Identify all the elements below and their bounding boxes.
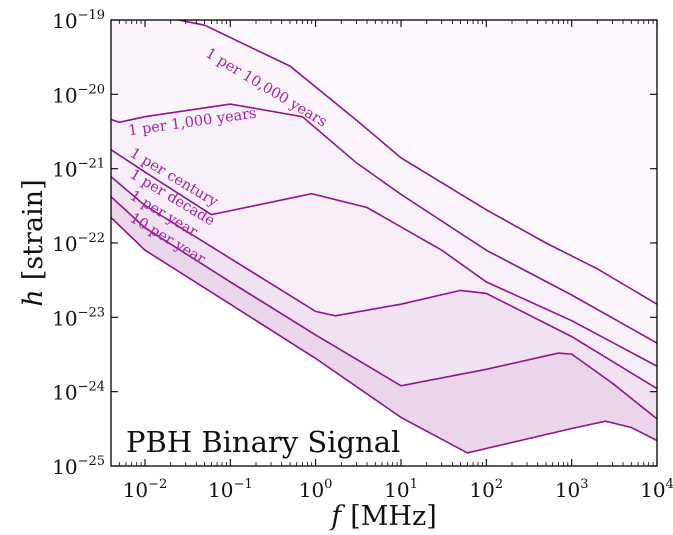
x-axis-variable: f bbox=[329, 501, 345, 532]
band-fill bbox=[111, 149, 657, 389]
band-fill bbox=[111, 196, 657, 453]
x-tick-label: 10−2 bbox=[123, 477, 168, 502]
y-axis-unit: [strain] bbox=[18, 179, 49, 280]
band-fill bbox=[111, 176, 657, 419]
x-tick-label: 104 bbox=[640, 477, 673, 502]
x-axis-label: f [MHz] bbox=[329, 501, 436, 532]
x-axis-unit: [MHz] bbox=[350, 501, 436, 532]
series-line bbox=[111, 176, 657, 390]
y-tick-label: 10−24 bbox=[52, 380, 105, 405]
series-line bbox=[111, 196, 657, 420]
series-lines bbox=[111, 20, 657, 454]
band-fill bbox=[178, 20, 657, 305]
x-tick-label: 103 bbox=[555, 477, 589, 502]
x-tick-label: 102 bbox=[469, 477, 503, 502]
y-tick-label: 10−20 bbox=[52, 82, 105, 107]
series-line bbox=[111, 216, 657, 454]
x-tick-label: 100 bbox=[299, 477, 333, 502]
band-fill bbox=[111, 104, 657, 367]
y-tick-label: 10−21 bbox=[52, 157, 105, 182]
series-line bbox=[111, 149, 657, 367]
y-tick-label: 10−23 bbox=[52, 305, 105, 330]
series-line bbox=[111, 103, 657, 344]
series-line bbox=[174, 20, 657, 305]
y-tick-label: 10−22 bbox=[52, 231, 105, 256]
y-axis-variable: h bbox=[18, 289, 49, 306]
x-tick-label: 10−1 bbox=[208, 477, 253, 502]
y-axis-label: h [strain] bbox=[18, 179, 49, 306]
y-tick-label: 10−25 bbox=[52, 454, 105, 479]
y-tick-label: 10−19 bbox=[52, 8, 105, 33]
plot-annotation: PBH Binary Signal bbox=[126, 425, 400, 459]
x-tick-label: 101 bbox=[384, 477, 418, 502]
